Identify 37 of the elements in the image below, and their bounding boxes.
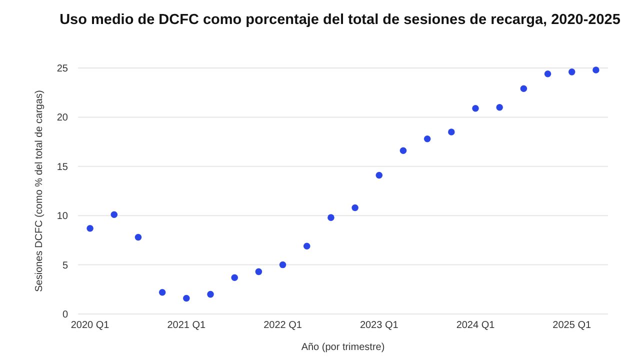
point xyxy=(279,261,286,268)
point xyxy=(592,66,600,74)
point xyxy=(134,234,142,241)
y-tick-label: 15 xyxy=(56,162,68,173)
point xyxy=(158,288,166,296)
point xyxy=(544,70,552,78)
y-tick-label: 10 xyxy=(56,211,68,222)
x-tick-label: 2023 Q1 xyxy=(360,320,399,331)
point xyxy=(183,294,190,302)
x-tick-label: 2020 Q1 xyxy=(70,320,110,331)
point xyxy=(231,274,238,281)
point xyxy=(303,242,310,250)
point xyxy=(86,225,94,232)
y-axis-title: Sesiones DCFC (como % del total de cargas) xyxy=(34,90,45,292)
point xyxy=(352,204,358,212)
point xyxy=(110,211,118,218)
y-tick-label: 25 xyxy=(56,64,68,74)
point xyxy=(472,104,479,112)
point xyxy=(448,128,455,136)
y-tick-label: 5 xyxy=(62,260,68,272)
point xyxy=(424,135,431,142)
point xyxy=(255,268,262,276)
x-tick-label: 2022 Q1 xyxy=(264,320,302,331)
point xyxy=(207,290,214,298)
x-axis-title: Año (por trimestre) xyxy=(301,342,385,353)
point xyxy=(328,214,334,221)
point xyxy=(496,104,503,111)
x-tick-label: 2025 Q1 xyxy=(552,320,592,331)
point xyxy=(520,85,528,92)
chart-title: Uso medio de DCFC como porcentaje del total de sesiones de recarga, 2020-2025 xyxy=(60,12,620,28)
point xyxy=(400,147,407,154)
x-tick-label: 2021 Q1 xyxy=(167,320,206,331)
y-tick-label: 20 xyxy=(56,112,68,124)
y-tick-label: 0 xyxy=(62,310,68,320)
point xyxy=(568,68,576,76)
x-tick-label: 2024 Q1 xyxy=(456,320,496,331)
point xyxy=(376,172,383,179)
